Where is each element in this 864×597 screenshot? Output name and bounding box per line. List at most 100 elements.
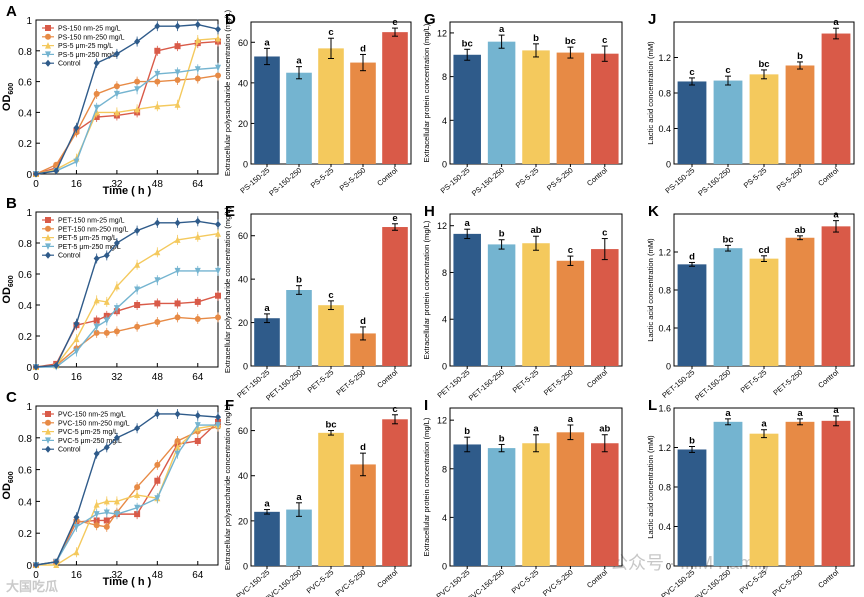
data-point [73,124,80,132]
data-point [194,437,201,444]
data-point [73,158,80,166]
data-point [73,548,80,556]
x-tick-label: 0 [33,179,39,190]
data-point [103,251,110,259]
bar [677,264,707,366]
bar [350,464,376,566]
bar [821,33,851,164]
legend-label: PVC-5 μm-250 mg/L [58,438,122,445]
x-tick-label: Control [816,165,840,187]
data-point [134,261,141,268]
x-tick-label: PET-150-250 [264,368,303,403]
bar [677,81,707,164]
bar [318,432,344,566]
x-tick-label: PS-5-25 [514,166,541,190]
data-point [154,22,161,30]
y-tick-label: 0 [442,562,447,572]
data-point [215,34,221,42]
data-point [93,59,100,67]
data-point [174,22,181,30]
y-tick-label: 0 [666,562,671,572]
significance-letter: d [360,316,366,327]
legend-label: PET-150 nm-25 mg/L [58,218,125,225]
y-tick-label: 0.4 [658,124,671,134]
x-tick-label: PS-5-250 [545,166,575,193]
data-point [174,443,181,451]
data-point [194,267,201,275]
data-point [73,348,80,355]
x-tick-label: Control [816,367,840,389]
panel-label: G [424,11,436,28]
y-tick-label: 8 [442,72,447,82]
data-point [154,70,161,78]
x-tick-label: 16 [71,570,83,581]
data-point [134,491,141,499]
legend-label: PS-5 μm-250 mg/L [58,52,117,59]
x-tick-label: 0 [33,372,39,383]
bar [453,233,481,366]
bar [382,32,408,165]
legend-label: PET-150 nm-250 mg/L [58,226,129,233]
data-point [215,230,221,237]
data-point [194,217,201,225]
y-tick-label: 8 [442,268,447,278]
y-axis-label: Extracellular polysaccharide concentrati… [223,206,232,373]
y-tick-label: 0.6 [18,466,32,477]
data-point [215,220,221,228]
data-point [174,43,181,50]
y-tick-label: 0.2 [18,529,32,540]
x-tick-label: PVC-5-25 [305,568,336,596]
y-tick-label: 0 [666,160,671,170]
data-point [93,255,100,262]
data-point [73,320,80,328]
legend-label: PET-5 μm-25 mg/L [58,235,117,242]
y-tick-label: 0.2 [18,139,32,150]
legend-label: PVC-5 μm-25 mg/L [58,429,118,436]
panel-label: C [6,389,17,406]
data-point [134,105,141,113]
legend-marker [45,445,51,453]
data-point [174,437,181,444]
data-point [194,36,201,44]
data-point [194,412,201,420]
significance-letter: bc [722,234,733,245]
significance-letter: c [328,290,333,301]
y-axis-label: OD600 [1,275,15,303]
data-point [33,561,39,569]
significance-letter: bc [758,59,769,70]
y-tick-label: 1.2 [658,248,671,258]
legend-marker [45,51,51,58]
data-point [134,424,141,432]
data-point [154,248,161,256]
bar [749,433,779,566]
data-point [113,328,120,335]
data-point [174,410,181,418]
panel-label: D [225,11,236,28]
x-axis-label: Time ( h ) [103,185,152,197]
significance-letter: c [602,35,607,46]
x-tick-label: 32 [111,179,123,190]
x-tick-label: 48 [152,179,164,190]
bar [785,237,815,366]
data-point [194,315,201,322]
x-tick-label: PS-150-250 [470,166,506,198]
x-tick-label: PS-150-25 [663,166,696,196]
x-tick-label: PET-5-25 [511,368,541,395]
panel-label: I [424,397,428,414]
legend-marker [45,42,51,49]
panel-label: B [6,195,17,212]
legend-marker [45,234,51,241]
significance-letter: b [499,433,505,444]
data-point [113,239,120,247]
data-point [103,317,110,324]
bar [556,432,585,566]
data-point [154,102,161,110]
data-point [174,69,181,76]
bar [591,443,619,566]
x-tick-label: PVC-5-25 [510,568,541,596]
significance-letter: e [392,17,397,28]
plot-frame [35,211,219,368]
legend-marker [45,411,51,417]
y-tick-label: 0.4 [658,324,671,334]
y-tick-label: 0.2 [18,332,32,343]
